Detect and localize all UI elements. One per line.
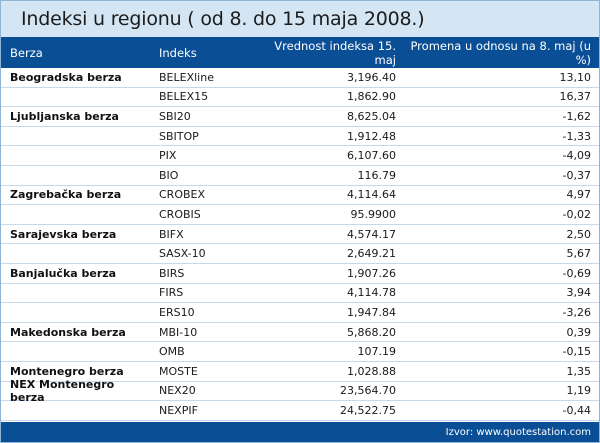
table-row: Banjalučka berza BIRS 1,907.26 -0,69 (1, 264, 599, 284)
table-row: Montenegro berza MOSTE 1,028.88 1,35 (1, 362, 599, 382)
index-cell: NEXPIF (159, 403, 198, 417)
value-cell: 95.9900 (350, 207, 397, 221)
table-row: NEXPIF 24,522.75 -0,44 (1, 401, 599, 421)
change-cell: -0,37 (562, 168, 591, 182)
index-cell: BELEXline (159, 70, 214, 84)
index-cell: BIFX (159, 227, 184, 241)
table-row: Zagrebačka berza CROBEX 4,114.64 4,97 (1, 186, 599, 206)
exchange-cell: Montenegro berza (10, 364, 124, 378)
table-row: BELEX15 1,862.90 16,37 (1, 88, 599, 108)
table-body: Beogradska berza BELEXline 3,196.40 13,10 BE… (1, 68, 599, 421)
change-cell: -0,15 (562, 345, 591, 359)
table-row: FIRS 4,114.78 3,94 (1, 284, 599, 304)
index-cell: MBI-10 (159, 325, 198, 339)
exchange-cell: Makedonska berza (10, 325, 126, 339)
header-change: Promena u odnosu na 8. maj (u %) (410, 38, 591, 67)
exchange-cell: Beogradska berza (10, 70, 122, 84)
header-value: Vrednost indeksa 15. maj (274, 38, 396, 67)
index-cell: CROBIS (159, 207, 201, 221)
header-exchange: Berza (10, 45, 43, 60)
value-cell: 116.79 (357, 168, 397, 182)
value-cell: 107.19 (357, 345, 397, 359)
index-cell: BIRS (159, 266, 185, 280)
change-cell: 13,10 (559, 70, 592, 84)
change-cell: 1,19 (566, 384, 592, 398)
table-row: Beogradska berza BELEXline 3,196.40 13,10 (1, 68, 599, 88)
change-cell: 5,67 (566, 247, 592, 261)
table-row: SASX-10 2,649.21 5,67 (1, 244, 599, 264)
index-cell: FIRS (159, 286, 184, 300)
table-row: CROBIS 95.9900 -0,02 (1, 205, 599, 225)
exchange-cell: Banjalučka berza (10, 266, 117, 280)
value-cell: 8,625.04 (347, 109, 396, 123)
value-cell: 4,574.17 (347, 227, 396, 241)
source-credit: Izvor: www.quotestation.com (445, 427, 591, 438)
exchange-cell: Ljubljanska berza (10, 109, 119, 123)
value-cell: 1,947.84 (347, 305, 396, 319)
index-cell: CROBEX (159, 188, 206, 202)
index-cell: SASX-10 (159, 247, 206, 261)
value-cell: 1,912.48 (347, 129, 396, 143)
table-row: SBITOP 1,912.48 -1,33 (1, 127, 599, 147)
change-cell: 0,39 (566, 325, 592, 339)
value-cell: 1,907.26 (347, 266, 396, 280)
value-cell: 1,862.90 (347, 90, 396, 104)
index-cell: BELEX15 (159, 90, 209, 104)
table-row: Ljubljanska berza SBI20 8,625.04 -1,62 (1, 107, 599, 127)
change-cell: -0,69 (562, 266, 591, 280)
value-cell: 24,522.75 (340, 403, 396, 417)
table-row: Makedonska berza MBI-10 5,868.20 0,39 (1, 323, 599, 343)
value-cell: 2,649.21 (347, 247, 396, 261)
value-cell: 23,564.70 (340, 384, 396, 398)
table-row: OMB 107.19 -0,15 (1, 342, 599, 362)
exchange-cell: NEX Montenegro berza (10, 377, 115, 404)
exchange-cell: Zagrebačka berza (10, 188, 122, 202)
value-cell: 3,196.40 (347, 70, 396, 84)
value-cell: 6,107.60 (347, 149, 396, 163)
change-cell: 1,35 (566, 364, 592, 378)
page-title: Indeksi u regionu ( od 8. do 15 maja 200… (1, 1, 599, 37)
table-row: ERS10 1,947.84 -3,26 (1, 303, 599, 323)
table-row: Sarajevska berza BIFX 4,574.17 2,50 (1, 225, 599, 245)
change-cell: -3,26 (562, 305, 591, 319)
table-row: PIX 6,107.60 -4,09 (1, 146, 599, 166)
index-cell: ERS10 (159, 305, 195, 319)
change-cell: 2,50 (566, 227, 592, 241)
index-cell: NEX20 (159, 384, 196, 398)
change-cell: 16,37 (559, 90, 592, 104)
change-cell: -1,33 (562, 129, 591, 143)
value-cell: 5,868.20 (347, 325, 396, 339)
table-row: BIO 116.79 -0,37 (1, 166, 599, 186)
index-cell: SBI20 (159, 109, 191, 123)
table-row: NEX Montenegro berza NEX20 23,564.70 1,19 (1, 378, 599, 404)
change-cell: 3,94 (566, 286, 592, 300)
change-cell: -0,02 (562, 207, 591, 221)
value-cell: 1,028.88 (347, 364, 396, 378)
index-cell: MOSTE (159, 364, 198, 378)
header-index: Indeks (159, 45, 197, 60)
change-cell: -4,09 (562, 149, 591, 163)
change-cell: 4,97 (566, 188, 592, 202)
index-cell: BIO (159, 168, 179, 182)
exchange-cell: Sarajevska berza (10, 227, 117, 241)
index-cell: SBITOP (159, 129, 199, 143)
index-cell: PIX (159, 149, 177, 163)
value-cell: 4,114.64 (347, 188, 396, 202)
table-header: Berza Indeks Vrednost indeksa 15. maj Pr… (1, 37, 599, 68)
footer-bar (1, 422, 599, 442)
index-cell: OMB (159, 345, 185, 359)
value-cell: 4,114.78 (347, 286, 396, 300)
change-cell: -1,62 (562, 109, 591, 123)
change-cell: -0,44 (562, 403, 591, 417)
